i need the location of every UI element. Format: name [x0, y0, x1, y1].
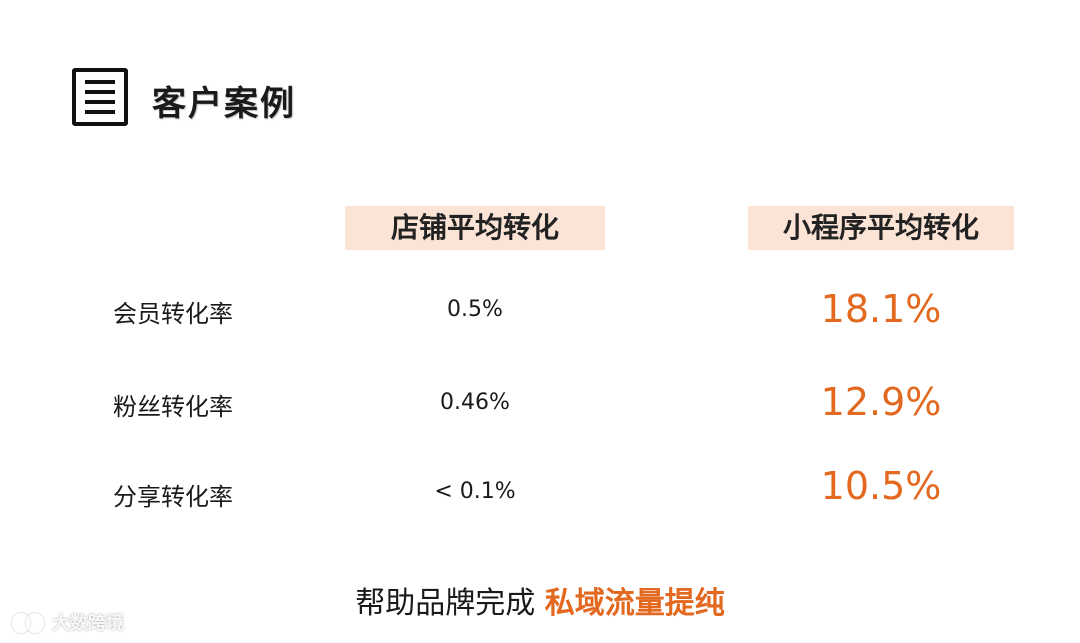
column-header-miniprogram: 小程序平均转化: [748, 206, 1014, 250]
watermark-logo-icon: [12, 610, 46, 634]
footer-highlight: 私域流量提纯: [544, 586, 725, 621]
row-label-share: 分享转化率: [113, 483, 233, 511]
page-title: 客户案例: [152, 84, 296, 124]
column-header-store: 店铺平均转化: [345, 206, 605, 250]
mini-value-fans: 12.9%: [820, 380, 942, 424]
watermark: 大数跨境: [12, 608, 124, 636]
row-label-member: 会员转化率: [113, 300, 233, 328]
footer-prefix: 帮助品牌完成: [355, 586, 545, 621]
mini-value-member: 18.1%: [820, 287, 942, 331]
row-label-fans: 粉丝转化率: [113, 393, 233, 421]
store-value-share: < 0.1%: [434, 479, 516, 504]
mini-value-share: 10.5%: [820, 464, 942, 508]
footer-statement: 帮助品牌完成 私域流量提纯: [0, 578, 1080, 622]
watermark-text: 大数跨境: [52, 613, 124, 634]
document-list-icon: [72, 68, 128, 126]
store-value-fans: 0.46%: [440, 390, 510, 415]
store-value-member: 0.5%: [447, 297, 503, 322]
